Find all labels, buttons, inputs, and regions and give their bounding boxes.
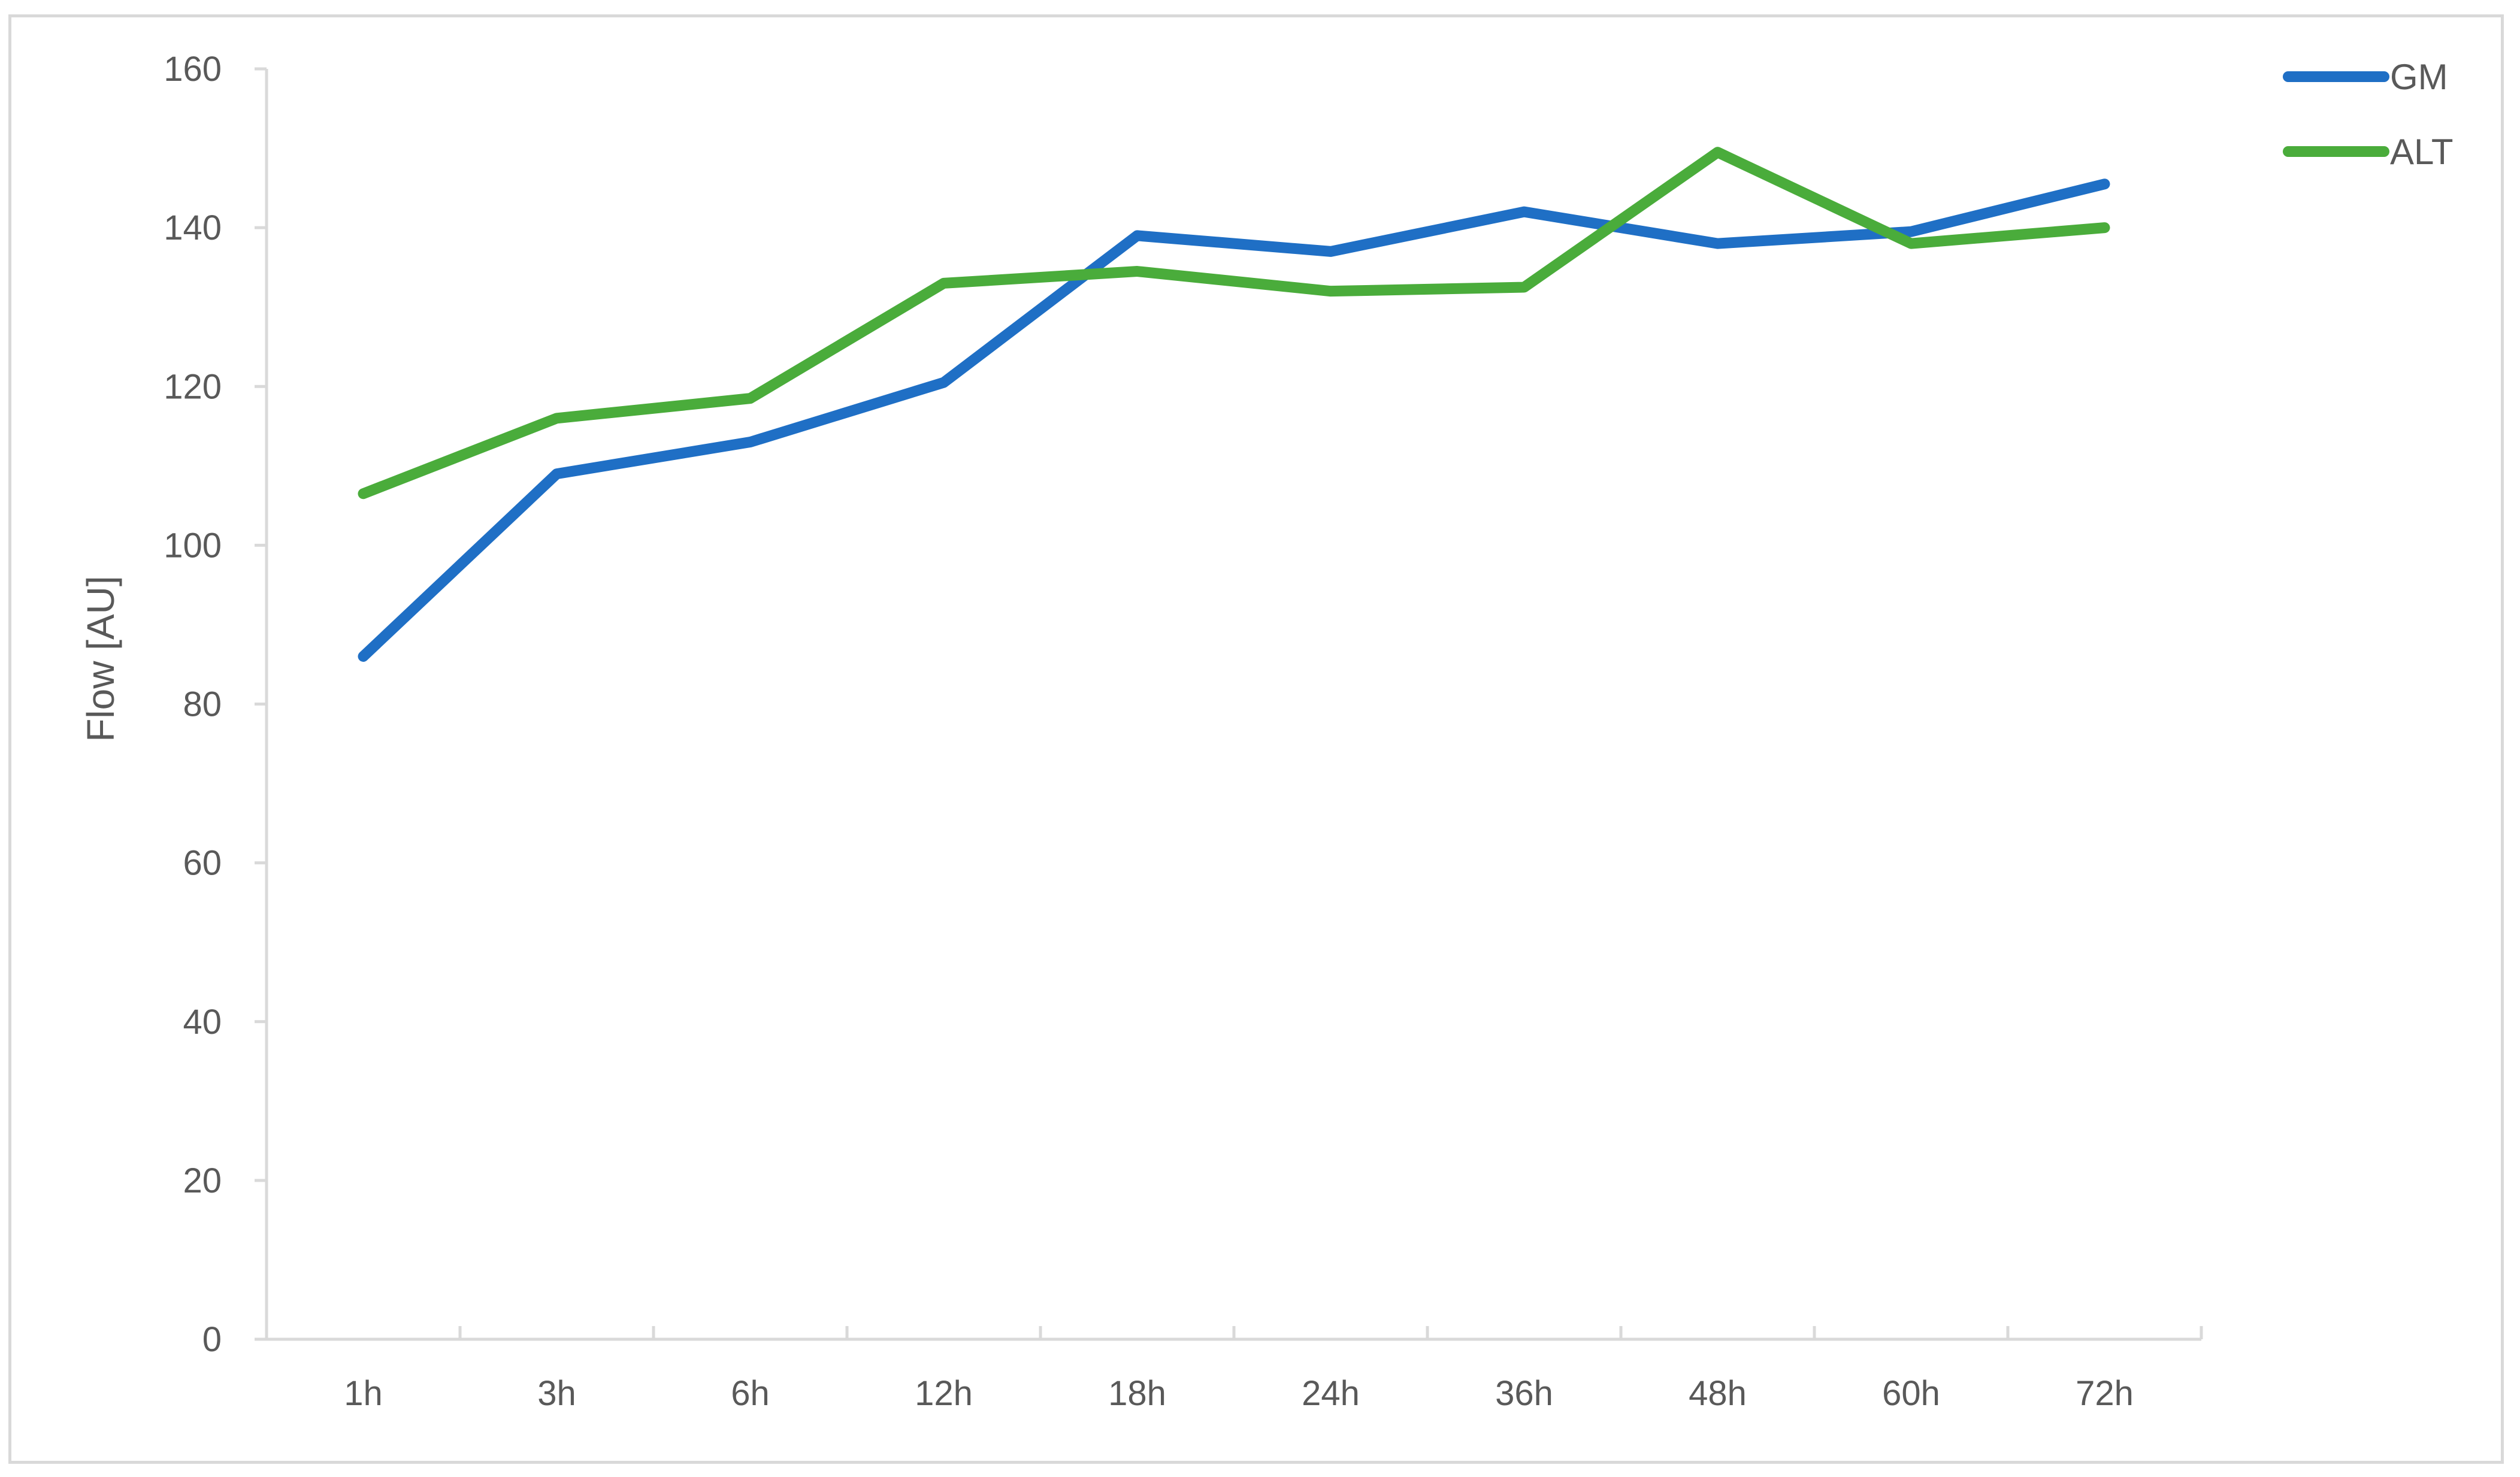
- legend-label-alt: ALT: [2390, 132, 2454, 172]
- series-line-gm: [358, 178, 2110, 662]
- y-axis-ticks: 0 20 40 60 80 100 120 140 160: [164, 50, 267, 1359]
- y-axis-title: Flow [AU]: [79, 576, 122, 741]
- legend-label-gm: GM: [2390, 57, 2448, 97]
- x-tick-label: 1h: [344, 1374, 383, 1413]
- y-tick-label: 80: [183, 685, 222, 724]
- x-tick-label: 3h: [537, 1374, 576, 1413]
- x-tick-label: 60h: [1882, 1374, 1940, 1413]
- axes: [265, 69, 2201, 1341]
- legend: GM ALT: [2283, 57, 2454, 172]
- y-tick-label: 100: [164, 526, 222, 565]
- y-tick-label: 20: [183, 1161, 222, 1200]
- x-axis-ticks: 1h 3h 6h 12h 18h 24h 36h 48h 60h 72h: [265, 1326, 2203, 1413]
- x-tick-label: 18h: [1108, 1374, 1166, 1413]
- y-tick-label: 120: [164, 367, 222, 406]
- x-tick-label: 36h: [1495, 1374, 1553, 1413]
- x-tick-label: 72h: [2076, 1374, 2134, 1413]
- y-tick-label: 140: [164, 208, 222, 247]
- y-tick-label: 0: [202, 1320, 222, 1359]
- y-tick-label: 60: [183, 844, 222, 883]
- series-lines: [358, 147, 2110, 662]
- x-tick-label: 12h: [915, 1374, 973, 1413]
- x-tick-label: 48h: [1689, 1374, 1747, 1413]
- series-line-alt: [358, 147, 2110, 500]
- x-tick-label: 6h: [731, 1374, 770, 1413]
- y-tick-label: 160: [164, 50, 222, 89]
- y-tick-label: 40: [183, 1003, 222, 1042]
- x-tick-label: 24h: [1302, 1374, 1360, 1413]
- chart-frame: [8, 14, 2504, 1464]
